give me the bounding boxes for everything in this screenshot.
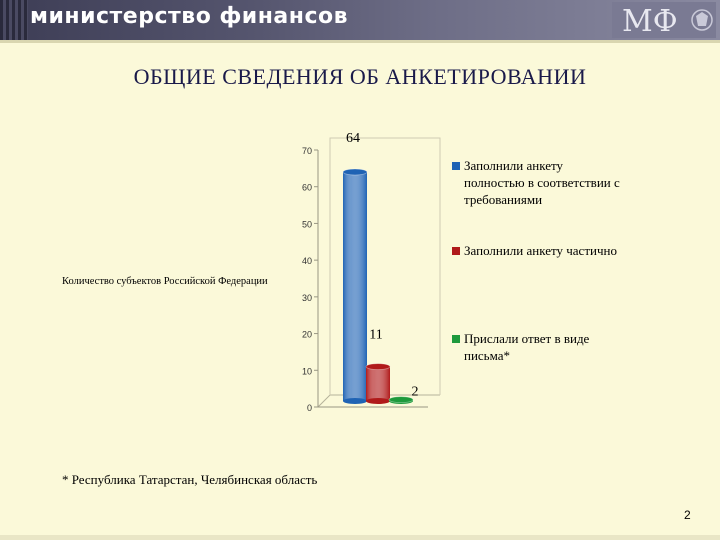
y-tick-label: 10	[302, 366, 312, 376]
y-tick-label: 70	[302, 146, 312, 156]
y-tick-label: 50	[302, 219, 312, 229]
data-label-1: 64	[346, 131, 360, 146]
bar-2	[365, 363, 391, 404]
legend-label: Прислали ответ в виде письма*	[464, 331, 590, 363]
legend-item-2: Заполнили анкету частично	[452, 243, 617, 258]
logo-text: МФ	[622, 4, 678, 38]
legend-swatch	[452, 335, 460, 343]
legend-label: Заполнили анкету полностью в соответствии…	[464, 158, 620, 207]
ministry-logo: МФ	[612, 2, 716, 38]
y-tick-label: 20	[302, 330, 312, 340]
bar-1	[342, 168, 368, 404]
emblem-icon	[691, 9, 713, 31]
header-decoration	[0, 0, 28, 40]
data-label-2: 11	[369, 328, 382, 343]
chart-axis: 0 10 20 30 40 50 60 70 Количество субъектов Росс…	[62, 137, 441, 413]
chart-bars	[342, 168, 414, 404]
y-tick-label: 0	[307, 403, 312, 413]
header-bar: министерство финансов МФ	[0, 0, 720, 40]
chart-data-labels: 64 11 2	[346, 131, 419, 400]
footer-rule	[0, 535, 720, 540]
legend-swatch	[452, 162, 460, 170]
page-number: 2	[684, 508, 691, 522]
legend-item-3: Прислали ответ в виде письма*	[452, 331, 590, 363]
chart-legend: Заполнили анкету полностью в соответствии…	[452, 158, 620, 363]
legend-label: Заполнили анкету частично	[464, 243, 617, 258]
y-tick-label: 60	[302, 183, 312, 193]
legend-swatch	[452, 247, 460, 255]
y-tick-label: 30	[302, 293, 312, 303]
y-axis-label: Количество субъектов Российской Федераци…	[62, 276, 268, 287]
footnote: * Республика Татарстан, Челябинская обла…	[62, 472, 318, 487]
eagle-icon	[696, 12, 708, 26]
slide-title: ОБЩИЕ СВЕДЕНИЯ ОБ АНКЕТИРОВАНИИ	[133, 64, 587, 89]
ministry-name: министерство финансов	[30, 4, 349, 29]
header-rule	[0, 40, 720, 43]
legend-item-1: Заполнили анкету полностью в соответствии…	[452, 158, 620, 207]
chart-back-wall	[329, 137, 441, 395]
y-tick-label: 40	[302, 256, 312, 266]
data-label-3: 2	[412, 385, 419, 400]
bar-3	[388, 396, 414, 404]
